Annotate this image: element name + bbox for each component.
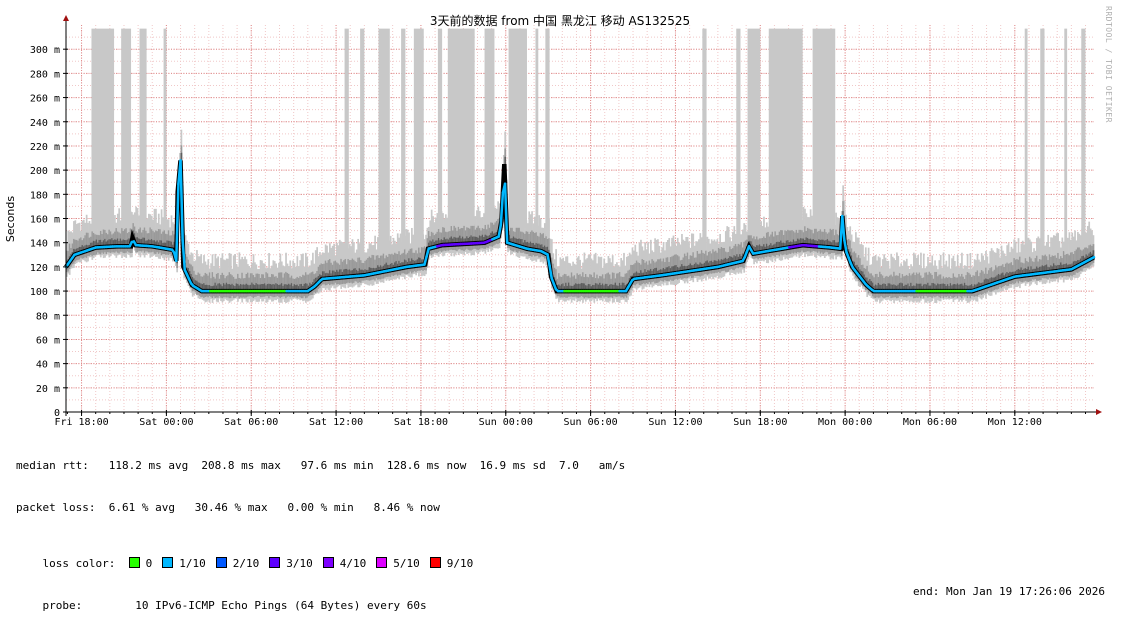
max-rtt-spike: [509, 29, 527, 228]
probe-info: probe: 10 IPv6-ICMP Echo Pings (64 Bytes…: [43, 599, 427, 612]
x-tick-label: Sun 00:00: [479, 417, 533, 428]
y-axis-label: Seconds: [4, 196, 17, 242]
loss-color-value: 2/10: [233, 557, 260, 570]
y-tick-label: 20 m: [36, 384, 60, 395]
end-time: end: Mon Jan 19 17:26:06 2026: [913, 585, 1105, 599]
y-tick-label: 60 m: [36, 335, 60, 346]
max-rtt-spike: [736, 29, 740, 244]
x-tick-label: Sat 18:00: [394, 417, 448, 428]
max-rtt-spike: [545, 29, 549, 237]
smoke-spikes: [91, 29, 1085, 259]
rrdtool-watermark: RRDTOOL / TOBI OETIKER: [1104, 6, 1113, 123]
y-tick-label: 140 m: [30, 239, 60, 250]
max-rtt-spike: [748, 29, 761, 236]
max-rtt-spike: [1064, 29, 1067, 252]
max-rtt-spike: [438, 29, 442, 228]
chart-title: 3天前的数据 from 中国 黑龙江 移动 AS132525: [430, 13, 690, 28]
y-tick-label: 260 m: [30, 94, 60, 105]
loss-color-value: 1/10: [179, 557, 206, 570]
loss-color-value: 9/10: [447, 557, 474, 570]
y-tick-label: 180 m: [30, 190, 60, 201]
y-tick-label: 200 m: [30, 166, 60, 177]
x-tick-label: Sun 18:00: [733, 417, 787, 428]
smokeping-chart: 3天前的数据 from 中国 黑龙江 移动 AS132525 Seconds 0…: [0, 0, 1121, 430]
loss-color-item: 2/10: [216, 557, 260, 571]
x-tick-label: Sat 00:00: [139, 417, 193, 428]
x-tick-label: Sat 06:00: [224, 417, 278, 428]
max-rtt-spike: [379, 29, 390, 254]
loss-color-swatch: [162, 557, 173, 568]
max-rtt-spike: [485, 29, 495, 223]
loss-color-item: 5/10: [376, 557, 420, 571]
loss-color-value: 3/10: [286, 557, 313, 570]
max-rtt-spike: [448, 29, 475, 226]
y-tick-label: 160 m: [30, 215, 60, 226]
max-rtt-spike: [121, 29, 131, 229]
y-tick-label: 240 m: [30, 118, 60, 129]
loss-color-item: 9/10: [430, 557, 474, 571]
median-rtt-segment: [1093, 257, 1094, 258]
max-rtt-spike: [360, 29, 364, 258]
loss-color-item: 4/10: [323, 557, 367, 571]
x-axis-arrow: [1096, 409, 1102, 415]
y-tick-label: 100 m: [30, 287, 60, 298]
grid: [66, 25, 1094, 412]
x-tick-label: Sun 12:00: [648, 417, 702, 428]
loss-color-item: 1/10: [162, 557, 206, 571]
loss-color-swatch: [376, 557, 387, 568]
y-tick-label: 40 m: [36, 360, 60, 371]
smoke-bands: [66, 130, 1094, 303]
y-tick-label: 300 m: [30, 45, 60, 56]
loss-color-swatch: [323, 557, 334, 568]
loss-color-swatch: [129, 557, 140, 568]
max-rtt-spike: [140, 29, 147, 228]
x-tick-label: Sun 06:00: [564, 417, 618, 428]
y-tick-label: 280 m: [30, 69, 60, 80]
probe-row: probe: 10 IPv6-ICMP Echo Pings (64 Bytes…: [16, 585, 1111, 599]
y-axis-arrow: [63, 15, 69, 21]
x-tick-labels: Fri 18:00 Sat 00:00 Sat 06:00 Sat 12:00 Sat …: [54, 417, 1041, 428]
max-rtt-spike: [1081, 29, 1085, 245]
packet-loss-stats: packet loss: 6.61 % avg 30.46 % max 0.00…: [16, 501, 1111, 515]
max-rtt-spike: [345, 29, 349, 259]
loss-color-label: loss color:: [43, 557, 116, 570]
x-tick-label: Fri 18:00: [54, 417, 108, 428]
x-tick-label: Mon 06:00: [903, 417, 957, 428]
max-rtt-spike: [702, 29, 706, 251]
median-rtt-stats: median rtt: 118.2 ms avg 208.8 ms max 97…: [16, 459, 1111, 473]
max-rtt-spike: [813, 29, 836, 229]
y-tick-label: 220 m: [30, 142, 60, 153]
loss-color-item: 3/10: [269, 557, 313, 571]
max-rtt-spike: [769, 29, 803, 230]
max-rtt-spike: [414, 29, 424, 248]
loss-color-value: 0: [146, 557, 153, 570]
loss-color-swatch: [430, 557, 441, 568]
max-rtt-spike: [164, 29, 167, 231]
loss-color-swatch: [269, 557, 280, 568]
x-tick-label: Mon 12:00: [988, 417, 1042, 428]
max-rtt-spike: [1025, 29, 1028, 257]
y-tick-label: 120 m: [30, 263, 60, 274]
y-tick-label: 80 m: [36, 311, 60, 322]
max-rtt-spike: [1040, 29, 1044, 255]
max-rtt-spike: [401, 29, 405, 250]
loss-color-swatch: [216, 557, 227, 568]
axes: [63, 15, 1102, 416]
max-rtt-spike: [535, 29, 538, 233]
loss-color-item: 0: [129, 557, 153, 571]
legend: median rtt: 118.2 ms avg 208.8 ms max 97…: [16, 431, 1111, 613]
max-rtt-spike: [91, 29, 114, 229]
x-tick-label: Sat 12:00: [309, 417, 363, 428]
loss-color-value: 4/10: [340, 557, 367, 570]
loss-color-value: 5/10: [393, 557, 420, 570]
x-tick-label: Mon 00:00: [818, 417, 872, 428]
